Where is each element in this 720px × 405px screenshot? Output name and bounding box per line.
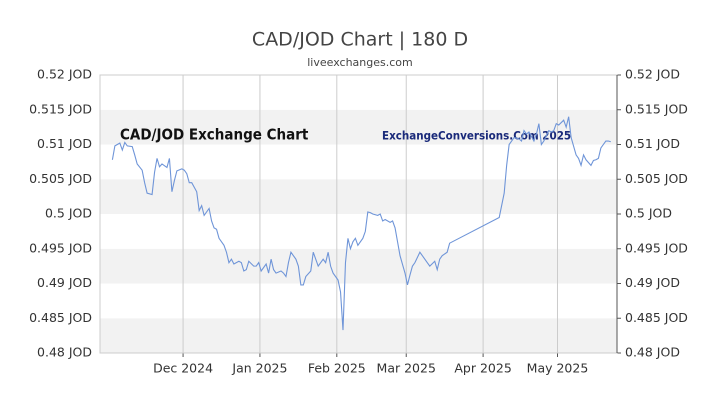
y2-tick-label: 0.515 JOD	[625, 101, 688, 116]
grid-band	[100, 179, 617, 214]
annotation: CAD/JOD Exchange Chart	[120, 126, 309, 144]
chart-subtitle: liveexchanges.com	[307, 56, 412, 69]
x-tick-label: Apr 2025	[454, 361, 511, 376]
y2-tick-label: 0.505 JOD	[625, 171, 688, 186]
grid-band	[100, 283, 617, 319]
grid-band	[100, 144, 617, 180]
y-tick-label: 0.485 JOD	[29, 310, 92, 325]
grid-band	[100, 75, 617, 110]
grid-band	[100, 214, 617, 249]
annotation: ExchangeConversions.Com 2025	[382, 129, 571, 143]
y2-tick-label: 0.48 JOD	[625, 345, 680, 360]
y2-tick-label: 0.52 JOD	[625, 67, 680, 82]
y2-tick-label: 0.495 JOD	[625, 240, 688, 255]
y-tick-label: 0.5 JOD	[45, 206, 92, 221]
y-tick-label: 0.505 JOD	[29, 171, 92, 186]
x-tick-label: Mar 2025	[377, 361, 436, 376]
y-tick-label: 0.49 JOD	[37, 275, 92, 290]
x-tick-label: Jan 2025	[231, 361, 287, 376]
y-tick-label: 0.515 JOD	[29, 101, 92, 116]
x-tick-label: May 2025	[527, 361, 589, 376]
grid-band	[100, 248, 617, 284]
y-tick-label: 0.495 JOD	[29, 240, 92, 255]
x-tick-label: Feb 2025	[308, 361, 366, 376]
x-tick-label: Dec 2024	[153, 361, 213, 376]
y2-tick-label: 0.5 JOD	[625, 206, 672, 221]
price-line	[111, 116, 611, 331]
y-tick-label: 0.48 JOD	[37, 345, 92, 360]
chart-title: CAD/JOD Chart | 180 D	[252, 29, 468, 51]
y-tick-label: 0.52 JOD	[37, 67, 92, 82]
grid-band	[100, 318, 617, 353]
plot-background	[100, 75, 617, 353]
y2-tick-label: 0.51 JOD	[625, 136, 680, 151]
y2-tick-label: 0.485 JOD	[625, 310, 688, 325]
y-tick-label: 0.51 JOD	[37, 136, 92, 151]
y2-tick-label: 0.49 JOD	[625, 275, 680, 290]
grid-band	[100, 109, 617, 145]
